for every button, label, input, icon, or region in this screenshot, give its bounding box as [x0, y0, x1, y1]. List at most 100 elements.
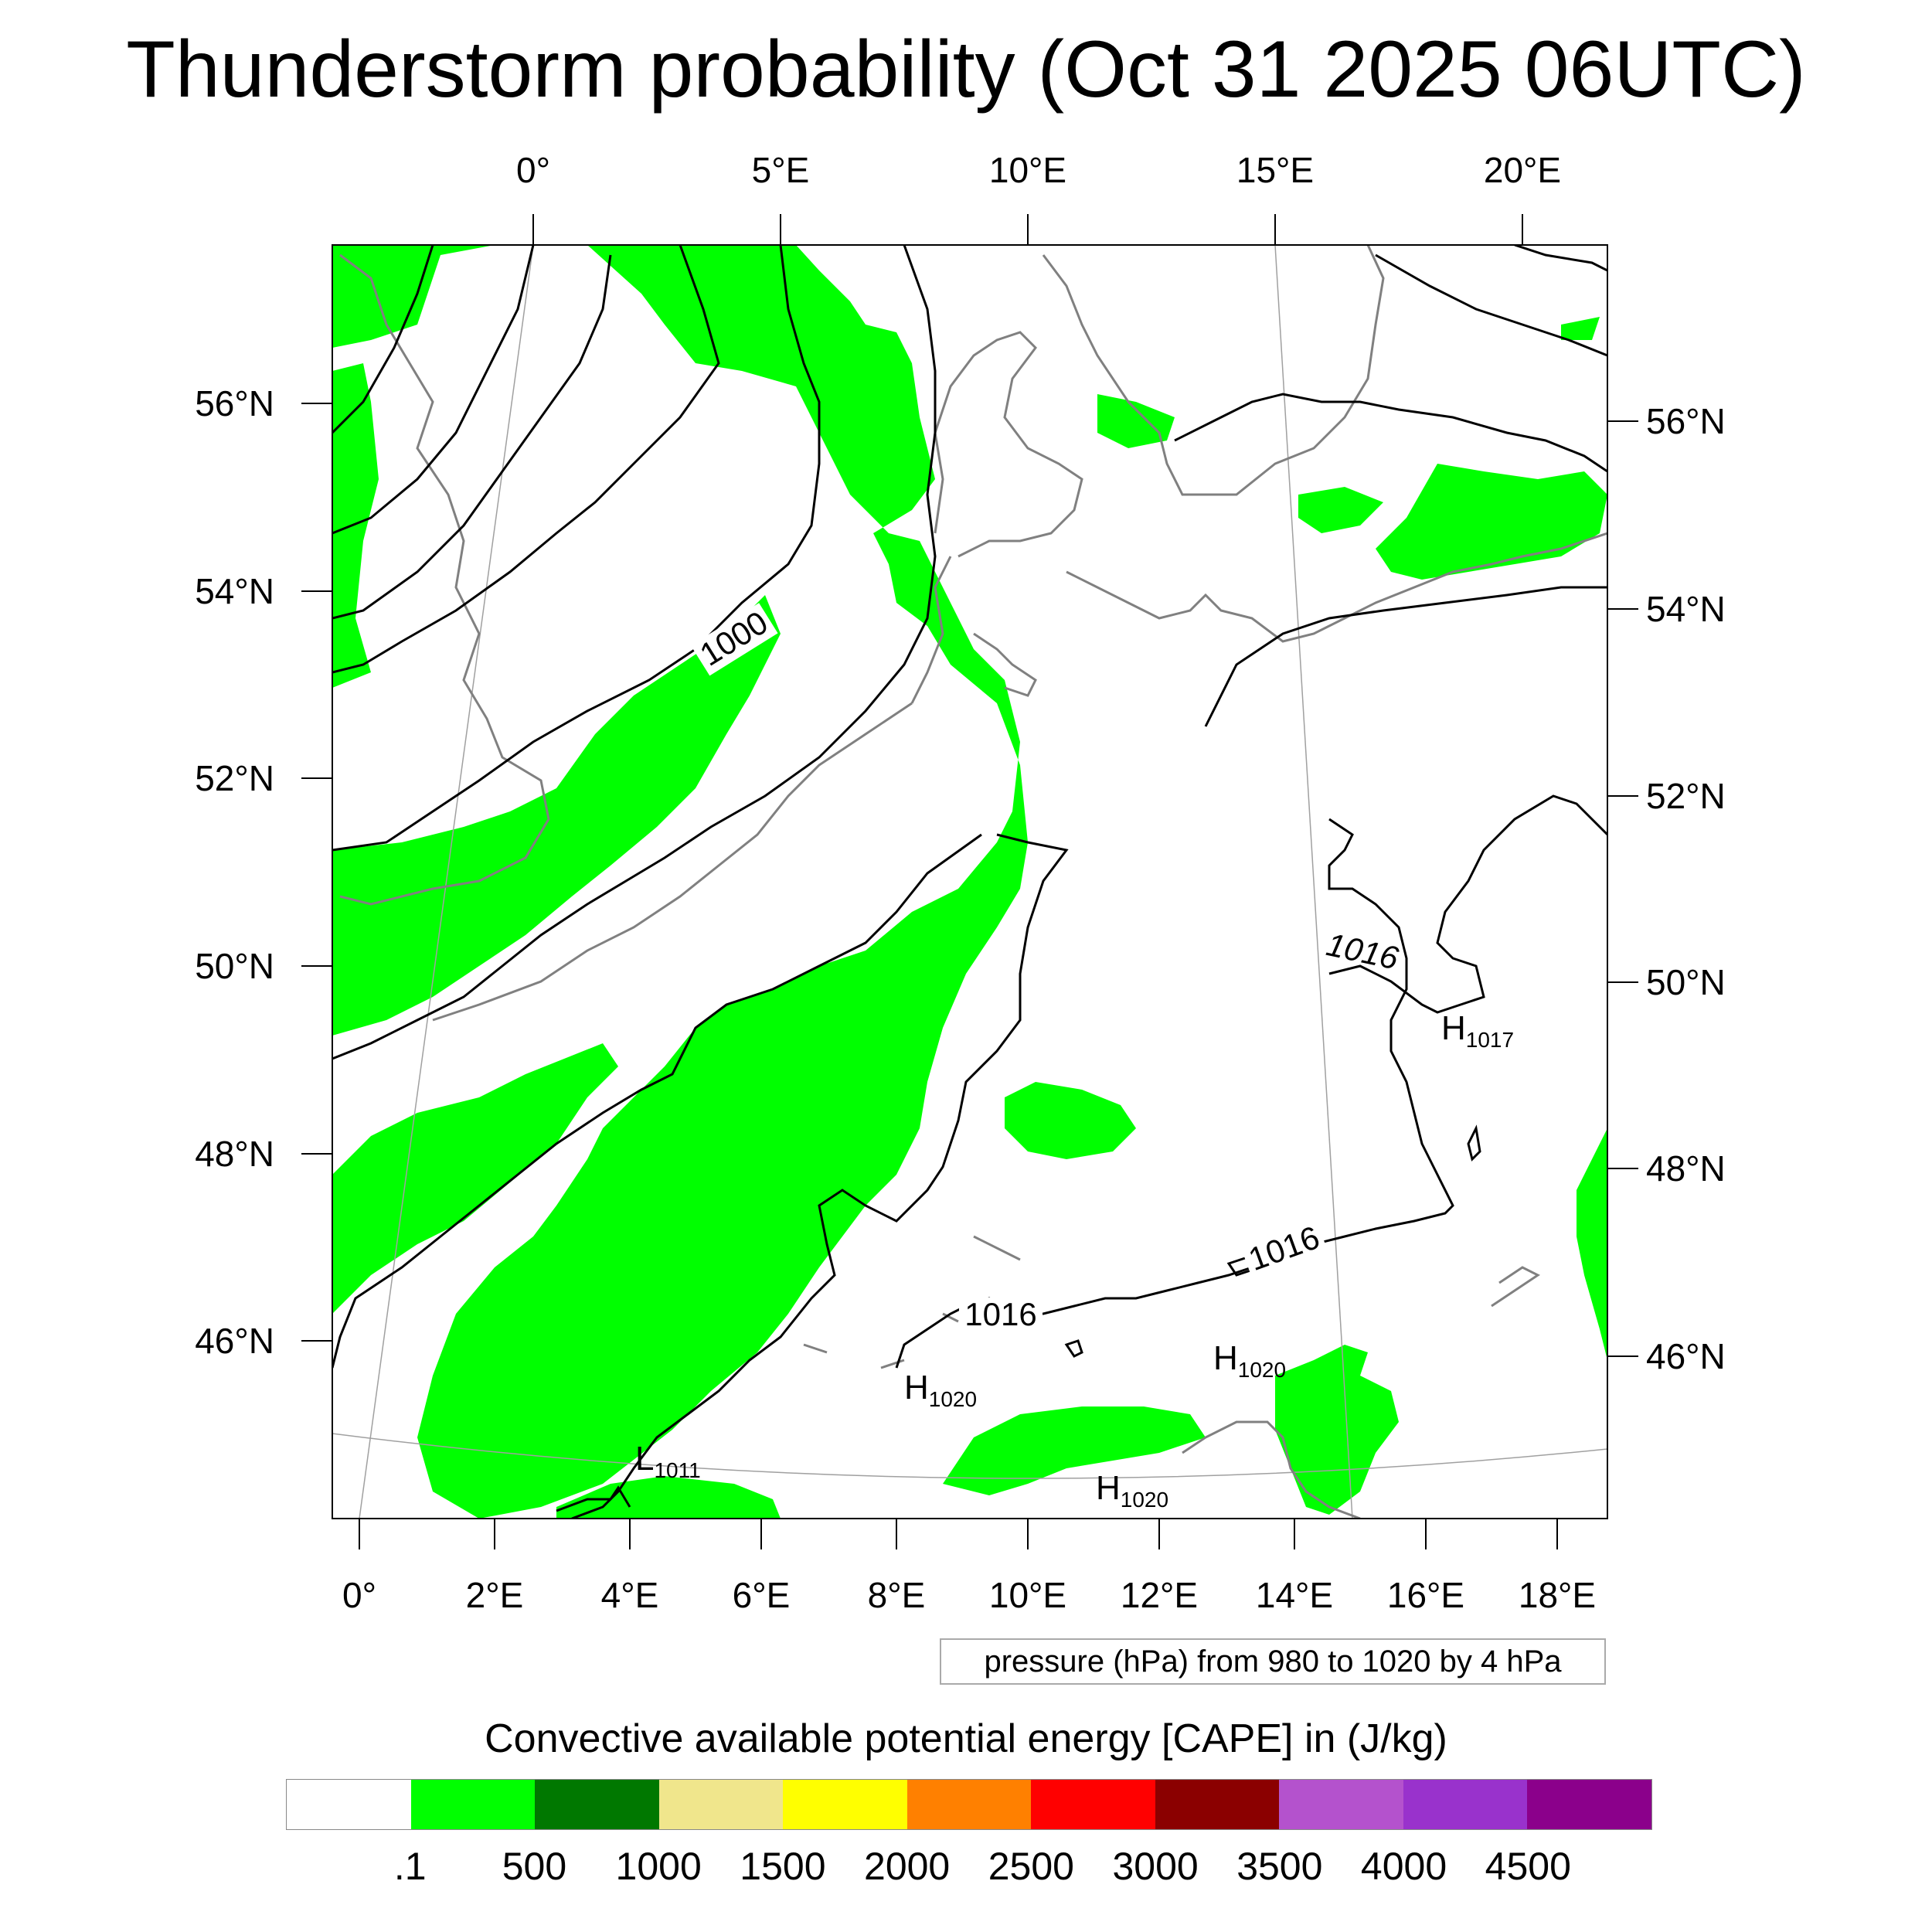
left-lat-label: 46°N — [195, 1321, 274, 1361]
contour-label: 1016 — [964, 1296, 1036, 1332]
meridian-15e — [1274, 245, 1353, 1519]
pressure-center-value: 1020 — [929, 1387, 977, 1411]
bottom-lon-label: 16°E — [1387, 1575, 1464, 1615]
pressure-center-letter: H — [904, 1369, 929, 1406]
cape-area-alps-south — [943, 1406, 1206, 1495]
isobar-a — [332, 245, 434, 434]
pressure-center-letter: H — [1441, 1009, 1466, 1047]
colorbar-labels: .1 500 1000 1500 2000 2500 3000 3500 4000 4500 — [286, 1844, 1652, 1890]
chart-title: Thunderstorm probability (Oct 31 2025 06… — [126, 25, 1806, 114]
bottom-lon-label: 6°E — [733, 1575, 791, 1615]
pressure-center-low: L1011 — [635, 1440, 701, 1482]
pressure-center-high: H1017 — [1441, 1009, 1514, 1052]
isobar-small-1 — [1064, 1339, 1083, 1358]
right-axis — [1607, 420, 1638, 1357]
isobar-small-3 — [1467, 1124, 1481, 1162]
coastline-balaton — [1491, 1266, 1540, 1308]
isobar-c — [332, 254, 612, 620]
colorbar-label: 2000 — [864, 1845, 951, 1888]
isobar-nordic — [1174, 393, 1607, 473]
cape-area-adriatic — [1275, 1345, 1399, 1515]
colorbar-segment — [287, 1780, 411, 1829]
colorbar-segment — [783, 1780, 907, 1829]
cape-area-bohemia — [1005, 1082, 1136, 1159]
coastline-france-north — [432, 702, 913, 1022]
cape-area-south-strip — [556, 1476, 781, 1519]
graticule — [332, 245, 1607, 1519]
isobar-1000 — [332, 245, 821, 852]
right-lat-label: 54°N — [1646, 589, 1726, 629]
contour-label-1016-alps-group: 1016 — [959, 1296, 1043, 1333]
isobar-east-loop — [1204, 586, 1607, 727]
coastline-alpine-lakes — [803, 1235, 1021, 1369]
coastline-benelux — [910, 556, 952, 704]
colorbar-segment — [1031, 1780, 1155, 1829]
bottom-axis — [359, 1519, 1558, 1549]
right-lat-label: 46°N — [1646, 1336, 1726, 1376]
contour-label: 1016 — [1323, 926, 1402, 977]
isobar-1016-west — [571, 833, 1069, 1519]
isobar-1016-east — [1328, 794, 1607, 1014]
contour-label-1016-east-group: 1016 — [1323, 926, 1402, 977]
colorbar-label: 1500 — [740, 1845, 826, 1888]
pressure-center-letter: H — [1213, 1339, 1238, 1377]
cape-area-northsea — [332, 245, 1028, 1519]
right-lat-label: 52°N — [1646, 776, 1726, 816]
top-lon-label: 5°E — [752, 150, 810, 190]
colorbar-label: .1 — [393, 1845, 427, 1888]
right-lat-label: 50°N — [1646, 962, 1726, 1002]
pressure-info-box: pressure (hPa) from 980 to 1020 by 4 hPa — [940, 1638, 1606, 1685]
cape-area-baltic — [1376, 464, 1607, 580]
isobar-d — [332, 245, 720, 674]
colorbar-label: 3000 — [1112, 1845, 1199, 1888]
left-axis — [301, 403, 332, 1342]
coastlines — [339, 245, 1607, 1519]
top-lon-label: 15°E — [1236, 150, 1314, 190]
cape-area-channel — [332, 595, 781, 1036]
parallel-45n — [332, 1433, 1607, 1479]
top-lon-label: 10°E — [989, 150, 1066, 190]
colorbar-segment — [658, 1780, 784, 1829]
top-lon-label: 20°E — [1484, 150, 1561, 190]
colorbar-segment — [1279, 1780, 1403, 1829]
isobar-north-e — [1514, 245, 1607, 272]
isobar-f — [332, 245, 937, 1060]
bottom-lon-label: 8°E — [868, 1575, 926, 1615]
left-lat-label: 50°N — [195, 946, 274, 986]
cape-area-east-edge — [1577, 1128, 1607, 1360]
top-lon-label: 0° — [516, 150, 550, 190]
isobars — [332, 245, 1607, 1519]
bottom-lon-label: 0° — [342, 1575, 376, 1615]
contour-label: 1016 — [1243, 1219, 1324, 1277]
coastline-adriatic — [1182, 1420, 1361, 1519]
cape-area-baltic-west — [1298, 487, 1383, 533]
bottom-lon-label: 2°E — [466, 1575, 524, 1615]
cape-area-nw-corner — [332, 363, 379, 688]
pressure-center-high: H1020 — [1096, 1469, 1168, 1512]
bottom-lon-label: 10°E — [989, 1575, 1066, 1615]
colorbar-segment — [906, 1780, 1032, 1829]
isobar-ne — [1375, 253, 1607, 357]
colorbar-segment — [1527, 1780, 1652, 1829]
pressure-center-value: 1020 — [1238, 1358, 1286, 1382]
colorbar-segment — [535, 1780, 659, 1829]
pressure-center-high: H1020 — [904, 1369, 977, 1411]
colorbar-segment — [1155, 1780, 1280, 1829]
isobar-1011-low — [556, 1485, 631, 1512]
coastline-britain — [339, 253, 550, 906]
cape-area-denmark — [1097, 394, 1175, 448]
right-lat-label: 56°N — [1646, 401, 1726, 441]
colorbar-title: Convective available potential energy [C… — [485, 1716, 1447, 1761]
left-lat-label: 56°N — [195, 383, 274, 423]
colorbar — [286, 1779, 1652, 1830]
colorbar-label: 2500 — [988, 1845, 1074, 1888]
colorbar-segment — [1403, 1780, 1528, 1829]
colorbar-segment — [410, 1780, 536, 1829]
colorbar-label: 4000 — [1360, 1845, 1447, 1888]
isobar-g — [332, 833, 982, 1369]
plot-frame — [332, 244, 1608, 1519]
colorbar-label: 3500 — [1236, 1845, 1323, 1888]
contour-label-1016-south-group: 1016 — [1240, 1219, 1328, 1280]
meridian-0 — [359, 245, 534, 1519]
cape-fill-layer — [332, 245, 1607, 1519]
